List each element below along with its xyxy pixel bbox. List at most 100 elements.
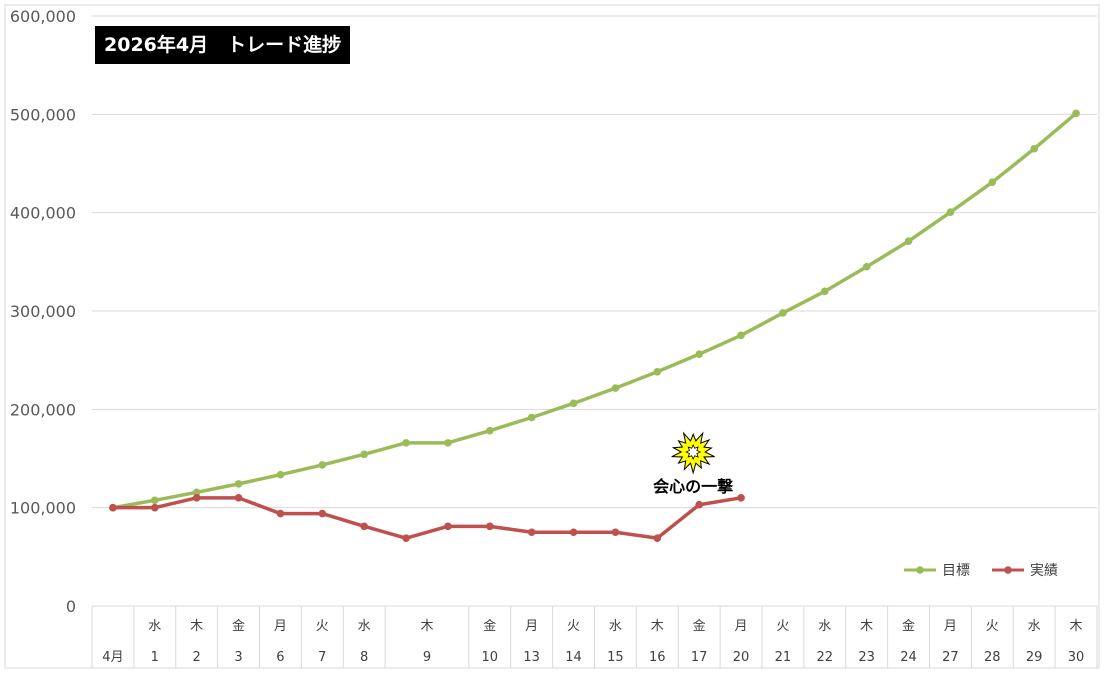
- x-tick-weekday: 水: [1028, 619, 1041, 634]
- series-point-1: [276, 509, 285, 518]
- series-point-0: [611, 384, 620, 392]
- series-point-1: [653, 534, 662, 542]
- series-point-0: [527, 413, 536, 422]
- x-tick-weekday: 火: [986, 619, 999, 634]
- chart-border: [4, 4, 1100, 669]
- x-tick-day: 20: [733, 650, 750, 665]
- x-tick-weekday: 水: [609, 619, 622, 634]
- series-point-1: [234, 494, 243, 502]
- y-tick-label: 300,000: [10, 302, 76, 321]
- legend-label: 実績: [1030, 563, 1058, 579]
- gridlines: [92, 15, 1097, 509]
- series-point-1: [695, 500, 703, 509]
- series-point-0: [151, 496, 159, 505]
- x-tick-day: 23: [858, 650, 875, 665]
- x-tick-weekday: 木: [420, 619, 433, 634]
- legend-label: 目標: [942, 563, 970, 579]
- x-tick-day: 28: [984, 650, 1001, 665]
- x-tick-weekday: 金: [232, 618, 245, 634]
- series-point-0: [862, 262, 871, 271]
- series-point-0: [821, 287, 829, 296]
- x-tick-day: 14: [565, 650, 582, 665]
- legend-swatch-marker: [1004, 566, 1012, 574]
- x-tick-day: 16: [649, 650, 666, 665]
- x-tick-day: 15: [607, 650, 624, 665]
- x-tick-day: 17: [691, 650, 708, 665]
- x-tick-day: 29: [1026, 650, 1043, 665]
- x-axis: 4月 水 1 木 2 金 3 月 6 火 7 水 8 木 9 金 10 月 13 火 14 水 15 木 16 金 17 月 20 火 21…: [91, 605, 1098, 668]
- series-point-0: [779, 309, 787, 317]
- x-tick-weekday: 水: [818, 619, 831, 634]
- x-tick-weekday: 金: [693, 618, 706, 634]
- x-tick-day: 30: [1068, 650, 1085, 665]
- series-point-0: [192, 488, 201, 497]
- annotation: 会心の一撃: [653, 431, 733, 496]
- series-point-1: [737, 494, 745, 502]
- x-tick-day: 4月: [102, 650, 123, 665]
- x-tick-weekday: 木: [860, 619, 873, 634]
- series-point-0: [653, 367, 662, 376]
- burst-core: [685, 444, 702, 460]
- y-tick-label: 600,000: [10, 7, 76, 26]
- series-point-1: [151, 503, 159, 512]
- series-line-0: [111, 111, 1078, 510]
- series-point-1: [402, 534, 410, 542]
- series-point-0: [318, 461, 327, 469]
- x-tick-weekday: 水: [358, 619, 371, 634]
- series-point-1: [611, 528, 620, 537]
- series-point-0: [486, 426, 494, 435]
- series-point-1: [486, 522, 494, 531]
- series-point-1: [192, 494, 201, 502]
- series-point-0: [444, 439, 452, 447]
- x-tick-weekday: 火: [776, 619, 789, 634]
- y-tick-label: 100,000: [10, 499, 76, 518]
- series-point-1: [360, 522, 368, 531]
- series-line-1: [111, 496, 743, 540]
- series-point-0: [1030, 144, 1038, 153]
- x-tick-day: 1: [151, 650, 159, 665]
- x-tick-day: 8: [360, 650, 368, 665]
- x-tick-weekday: 木: [190, 619, 203, 634]
- series-point-1: [444, 522, 452, 531]
- x-tick-weekday: 月: [944, 619, 957, 634]
- series-point-0: [276, 470, 285, 479]
- annotation-label: 会心の一撃: [653, 477, 733, 496]
- x-tick-day: 7: [318, 650, 326, 665]
- series-point-1: [318, 509, 327, 518]
- x-tick-day: 24: [900, 650, 917, 665]
- x-tick-weekday: 木: [1070, 619, 1083, 634]
- y-tick-label: 500,000: [10, 105, 76, 124]
- chart-title: 2026年4月 トレード進捗: [95, 26, 351, 64]
- series-point-0: [569, 399, 578, 408]
- x-tick-day: 9: [423, 650, 431, 665]
- legend: 目標 実績: [904, 563, 1058, 579]
- series-point-1: [569, 528, 578, 537]
- series-point-0: [360, 450, 368, 459]
- series-point-0: [904, 237, 913, 245]
- series-point-0: [234, 480, 243, 488]
- x-tick-weekday: 火: [316, 619, 329, 634]
- x-tick-day: 10: [482, 650, 499, 665]
- series-point-0: [1072, 109, 1080, 118]
- x-tick-weekday: 月: [525, 619, 538, 634]
- x-tick-day: 21: [775, 650, 792, 665]
- series-point-0: [695, 350, 703, 358]
- series-layer: [109, 109, 1080, 542]
- x-tick-day: 2: [193, 650, 201, 665]
- x-tick-weekday: 月: [274, 619, 287, 634]
- legend-swatch-marker: [916, 566, 924, 574]
- series-point-0: [737, 331, 745, 340]
- y-tick-label: 200,000: [10, 400, 76, 419]
- series-point-0: [946, 208, 955, 216]
- x-tick-weekday: 金: [483, 618, 496, 634]
- series-point-0: [402, 439, 410, 447]
- x-tick-weekday: 水: [148, 619, 161, 634]
- y-tick-label: 400,000: [10, 204, 76, 223]
- y-tick-label: 0: [66, 597, 76, 616]
- x-tick-weekday: 月: [735, 619, 748, 634]
- x-tick-day: 6: [276, 650, 284, 665]
- x-tick-day: 22: [817, 650, 834, 665]
- x-tick-day: 13: [523, 650, 540, 665]
